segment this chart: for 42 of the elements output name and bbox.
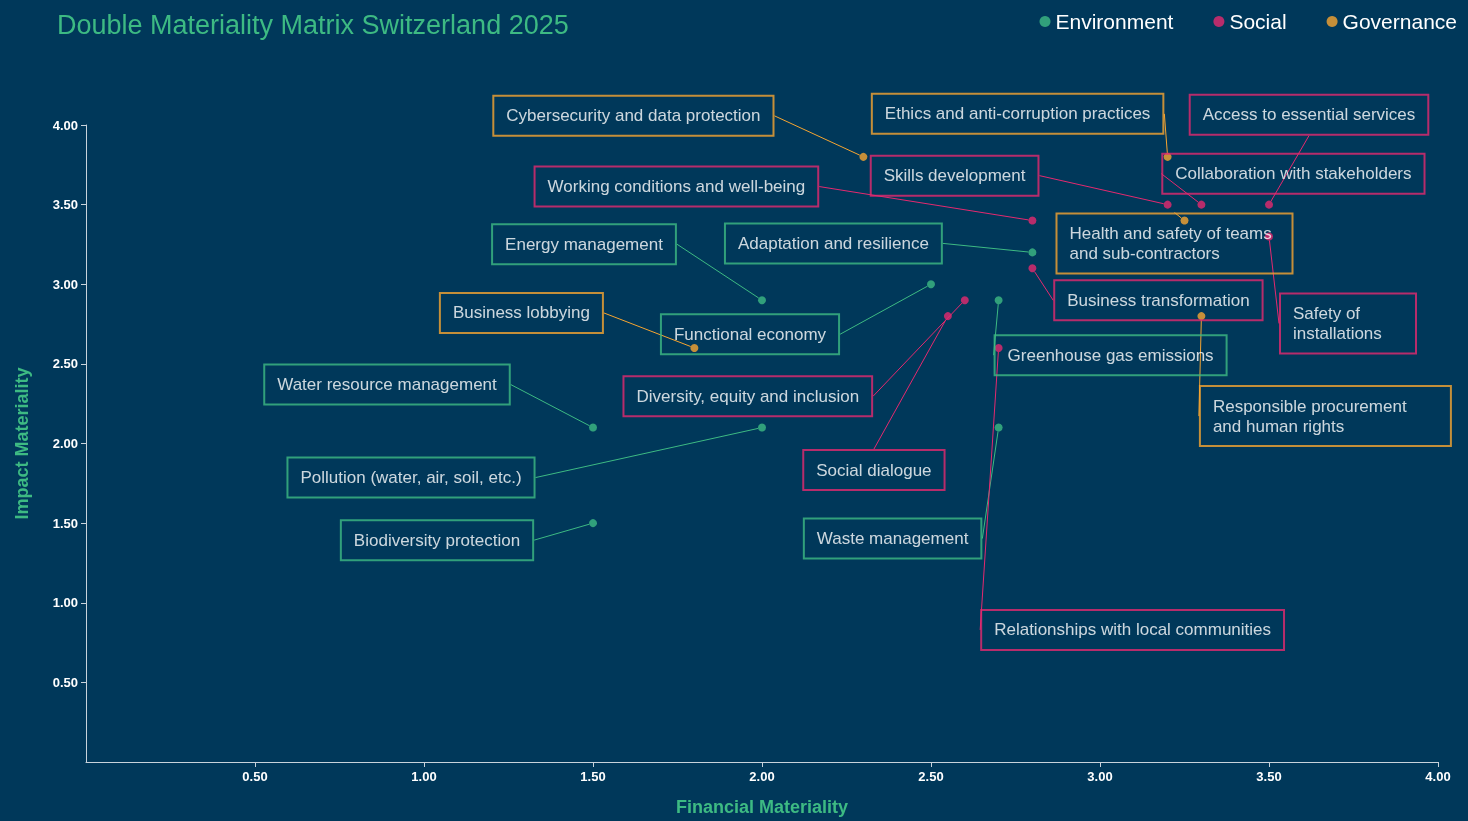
data-label: Water resource management (277, 375, 498, 395)
y-tick-label: 3.50 (52, 197, 78, 213)
y-axis-title: Impact Materiality (12, 367, 32, 520)
x-tick-label: 1.50 (580, 769, 606, 784)
data-label: Functional economy (673, 324, 827, 344)
y-tick-label: 3.00 (52, 276, 78, 292)
data-label: Relationships with local communities (994, 620, 1272, 640)
y-tick-label: 4.00 (52, 117, 78, 133)
data-label: Biodiversity protection (353, 530, 521, 550)
data-label: Working conditions and well-being (547, 177, 806, 197)
x-tick-label: 3.00 (1087, 769, 1113, 784)
x-tick-label: 0.50 (242, 769, 268, 784)
legend-label: Environment (1055, 10, 1174, 33)
x-tick-label: 2.00 (749, 769, 775, 784)
data-label: Safety of installations (1293, 303, 1382, 343)
x-axis-title: Financial Materiality (675, 797, 849, 817)
y-tick-label: 1.50 (52, 515, 78, 531)
data-label: Health and safety of teams and sub-contractors (1069, 224, 1277, 264)
x-tick-label: 2.50 (918, 769, 944, 784)
y-tick-label: 2.00 (52, 436, 78, 451)
data-label: Adaptation and resilience (737, 233, 929, 253)
data-label: Pollution (water, air, soil, etc.) (300, 468, 522, 488)
x-tick-label: 3.50 (1256, 769, 1282, 784)
data-label: Business transformation (1067, 290, 1250, 310)
data-label: Waste management (816, 529, 969, 549)
data-label: Ethics and anti-corruption practices (884, 104, 1151, 124)
y-tick-label: 1.00 (52, 595, 78, 611)
data-label: Business lobbying (452, 303, 590, 323)
data-label: Cybersecurity and data protection (506, 106, 761, 126)
data-label: Access to essential services (1202, 105, 1416, 125)
chart-title: Double Materiality Matrix Switzerland 2025 (57, 9, 569, 40)
data-label: Energy management (505, 234, 664, 254)
y-tick-label: 2.50 (52, 356, 78, 372)
x-tick-label: 4.00 (1425, 769, 1451, 784)
legend-label: Governance (1342, 10, 1457, 33)
data-label: Social dialogue (816, 460, 932, 480)
y-tick-label: 0.50 (52, 674, 78, 690)
data-label: Diversity, equity and inclusion (636, 386, 860, 406)
data-label: Skills development (883, 166, 1026, 186)
x-tick-label: 1.00 (411, 769, 437, 784)
legend-label: Social (1229, 10, 1287, 33)
data-label: Responsible procurement and human rights (1212, 396, 1412, 436)
